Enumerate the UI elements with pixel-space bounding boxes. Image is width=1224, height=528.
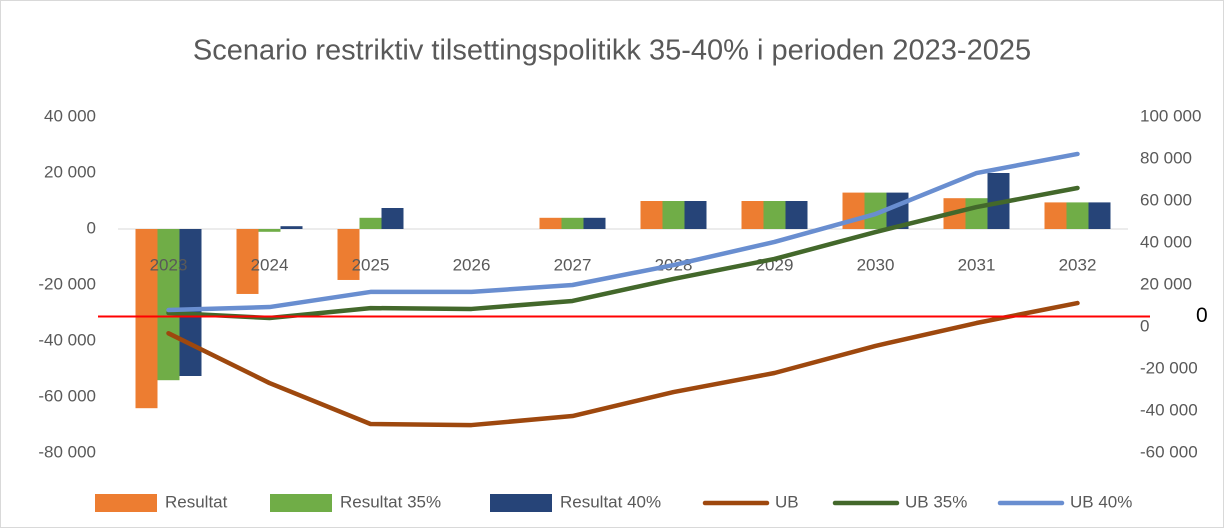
y-tick-label: -80 000 [38, 442, 96, 461]
bar [864, 192, 887, 229]
legend-label: Resultat 35% [340, 492, 441, 511]
y2-tick-label: 60 000 [1140, 190, 1192, 209]
y-tick-label: -60 000 [38, 386, 96, 405]
x-tick-label: 2025 [352, 255, 390, 274]
x-tick-label: 2026 [453, 255, 491, 274]
legend-swatch [95, 494, 157, 512]
y2-tick-label: 20 000 [1140, 274, 1192, 293]
y-tick-label: 20 000 [44, 162, 96, 181]
bar [583, 217, 606, 229]
bar [1044, 202, 1067, 229]
bar [539, 217, 562, 229]
bar [1088, 202, 1111, 229]
y-tick-label: -40 000 [38, 330, 96, 349]
legend-label: Resultat 40% [560, 492, 661, 511]
bar [684, 201, 707, 229]
line [166, 300, 1080, 428]
y2-tick-label: -40 000 [1140, 400, 1198, 419]
bar [662, 201, 685, 229]
bar [965, 198, 988, 229]
bar [1066, 202, 1089, 229]
x-tick-label: 2030 [857, 255, 895, 274]
x-tick-label: 2023 [150, 255, 188, 274]
bar [640, 201, 663, 229]
y-tick-label: 0 [87, 218, 96, 237]
legend-swatch [490, 494, 552, 512]
legend-label: UB 40% [1070, 492, 1132, 511]
y2-tick-label: 80 000 [1140, 148, 1192, 167]
y2-tick-label: 40 000 [1140, 232, 1192, 251]
bar [359, 217, 382, 229]
legend-swatch [270, 494, 332, 512]
bar [763, 201, 786, 229]
bar [135, 229, 158, 409]
reference-label: 0 [1196, 304, 1208, 327]
y-tick-label: -20 000 [38, 274, 96, 293]
legend-label: Resultat [165, 492, 228, 511]
legend-label: UB 35% [905, 492, 967, 511]
y2-tick-label: 0 [1140, 316, 1149, 335]
y2-tick-label: -20 000 [1140, 358, 1198, 377]
line [166, 185, 1080, 321]
bar [741, 201, 764, 229]
x-tick-label: 2032 [1059, 255, 1097, 274]
y-tick-label: 40 000 [44, 106, 96, 125]
x-tick-label: 2024 [251, 255, 289, 274]
bar [236, 229, 259, 294]
y2-tick-label: -60 000 [1140, 442, 1198, 461]
bar [179, 229, 202, 376]
line [166, 151, 1080, 313]
legend-label: UB [775, 492, 799, 511]
bar [337, 229, 360, 280]
y2-tick-label: 100 000 [1140, 106, 1201, 125]
bar [157, 229, 180, 381]
chart-title: Scenario restriktiv tilsettingspolitikk … [193, 35, 1031, 67]
x-tick-label: 2027 [554, 255, 592, 274]
bar [258, 229, 281, 232]
bar [280, 226, 303, 229]
bar [381, 208, 404, 229]
bar [785, 201, 808, 229]
bar [561, 217, 584, 229]
x-tick-label: 2031 [958, 255, 996, 274]
